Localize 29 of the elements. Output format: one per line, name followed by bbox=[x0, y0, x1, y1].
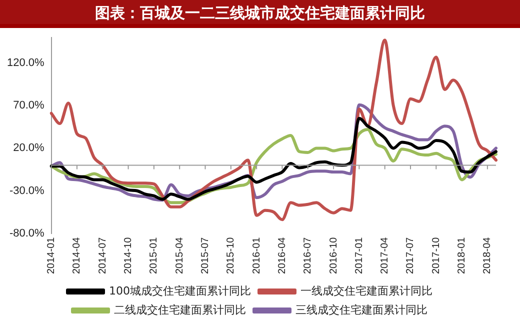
chart-title: 图表：百城及一二三线城市成交住宅建面累计同比 bbox=[0, 0, 520, 28]
legend-label: 100城成交住宅建面累计同比 bbox=[109, 284, 251, 298]
line-series bbox=[50, 38, 498, 222]
x-tick-label: 2016-01 bbox=[251, 236, 262, 274]
y-tick-label: 70.0% bbox=[13, 100, 45, 112]
x-tick-label: 2016-04 bbox=[276, 236, 288, 274]
x-tick-label: 2016-07 bbox=[302, 236, 314, 274]
x-tick-label: 2014-10 bbox=[123, 236, 134, 274]
x-tick-label: 2017-01 bbox=[354, 236, 365, 274]
y-tick-label: 120.0% bbox=[6, 57, 45, 70]
y-tick-label: 20.0% bbox=[13, 142, 45, 154]
x-tick-label: 2015-04 bbox=[174, 236, 186, 274]
legend-label: 三线成交住宅建面累计同比 bbox=[296, 303, 428, 316]
x-tick-label: 2015-01 bbox=[148, 236, 160, 274]
x-tick-label: 2018-01 bbox=[456, 236, 468, 274]
x-tick-label: 2017-10 bbox=[430, 236, 442, 274]
x-tick-label: 2015-10 bbox=[226, 236, 237, 274]
x-tick-label: 2014-04 bbox=[72, 236, 83, 274]
legend-label: 二线成交住宅建面累计同比 bbox=[114, 303, 246, 316]
y-tick-label: -30.0% bbox=[9, 184, 45, 197]
legend-label: 一线成交住宅建面累计同比 bbox=[300, 284, 432, 298]
x-tick-label: 2016-10 bbox=[328, 236, 340, 274]
x-tick-label: 2015-07 bbox=[200, 236, 211, 274]
x-tick-label: 2014-01 bbox=[46, 236, 58, 274]
x-tick-label: 2017-07 bbox=[405, 236, 416, 274]
x-tick-label: 2014-07 bbox=[97, 236, 108, 274]
x-tick-label: 2018-04 bbox=[482, 236, 494, 274]
y-tick-label: -80.0% bbox=[9, 227, 45, 240]
x-tick-label: 2017-04 bbox=[380, 236, 391, 274]
